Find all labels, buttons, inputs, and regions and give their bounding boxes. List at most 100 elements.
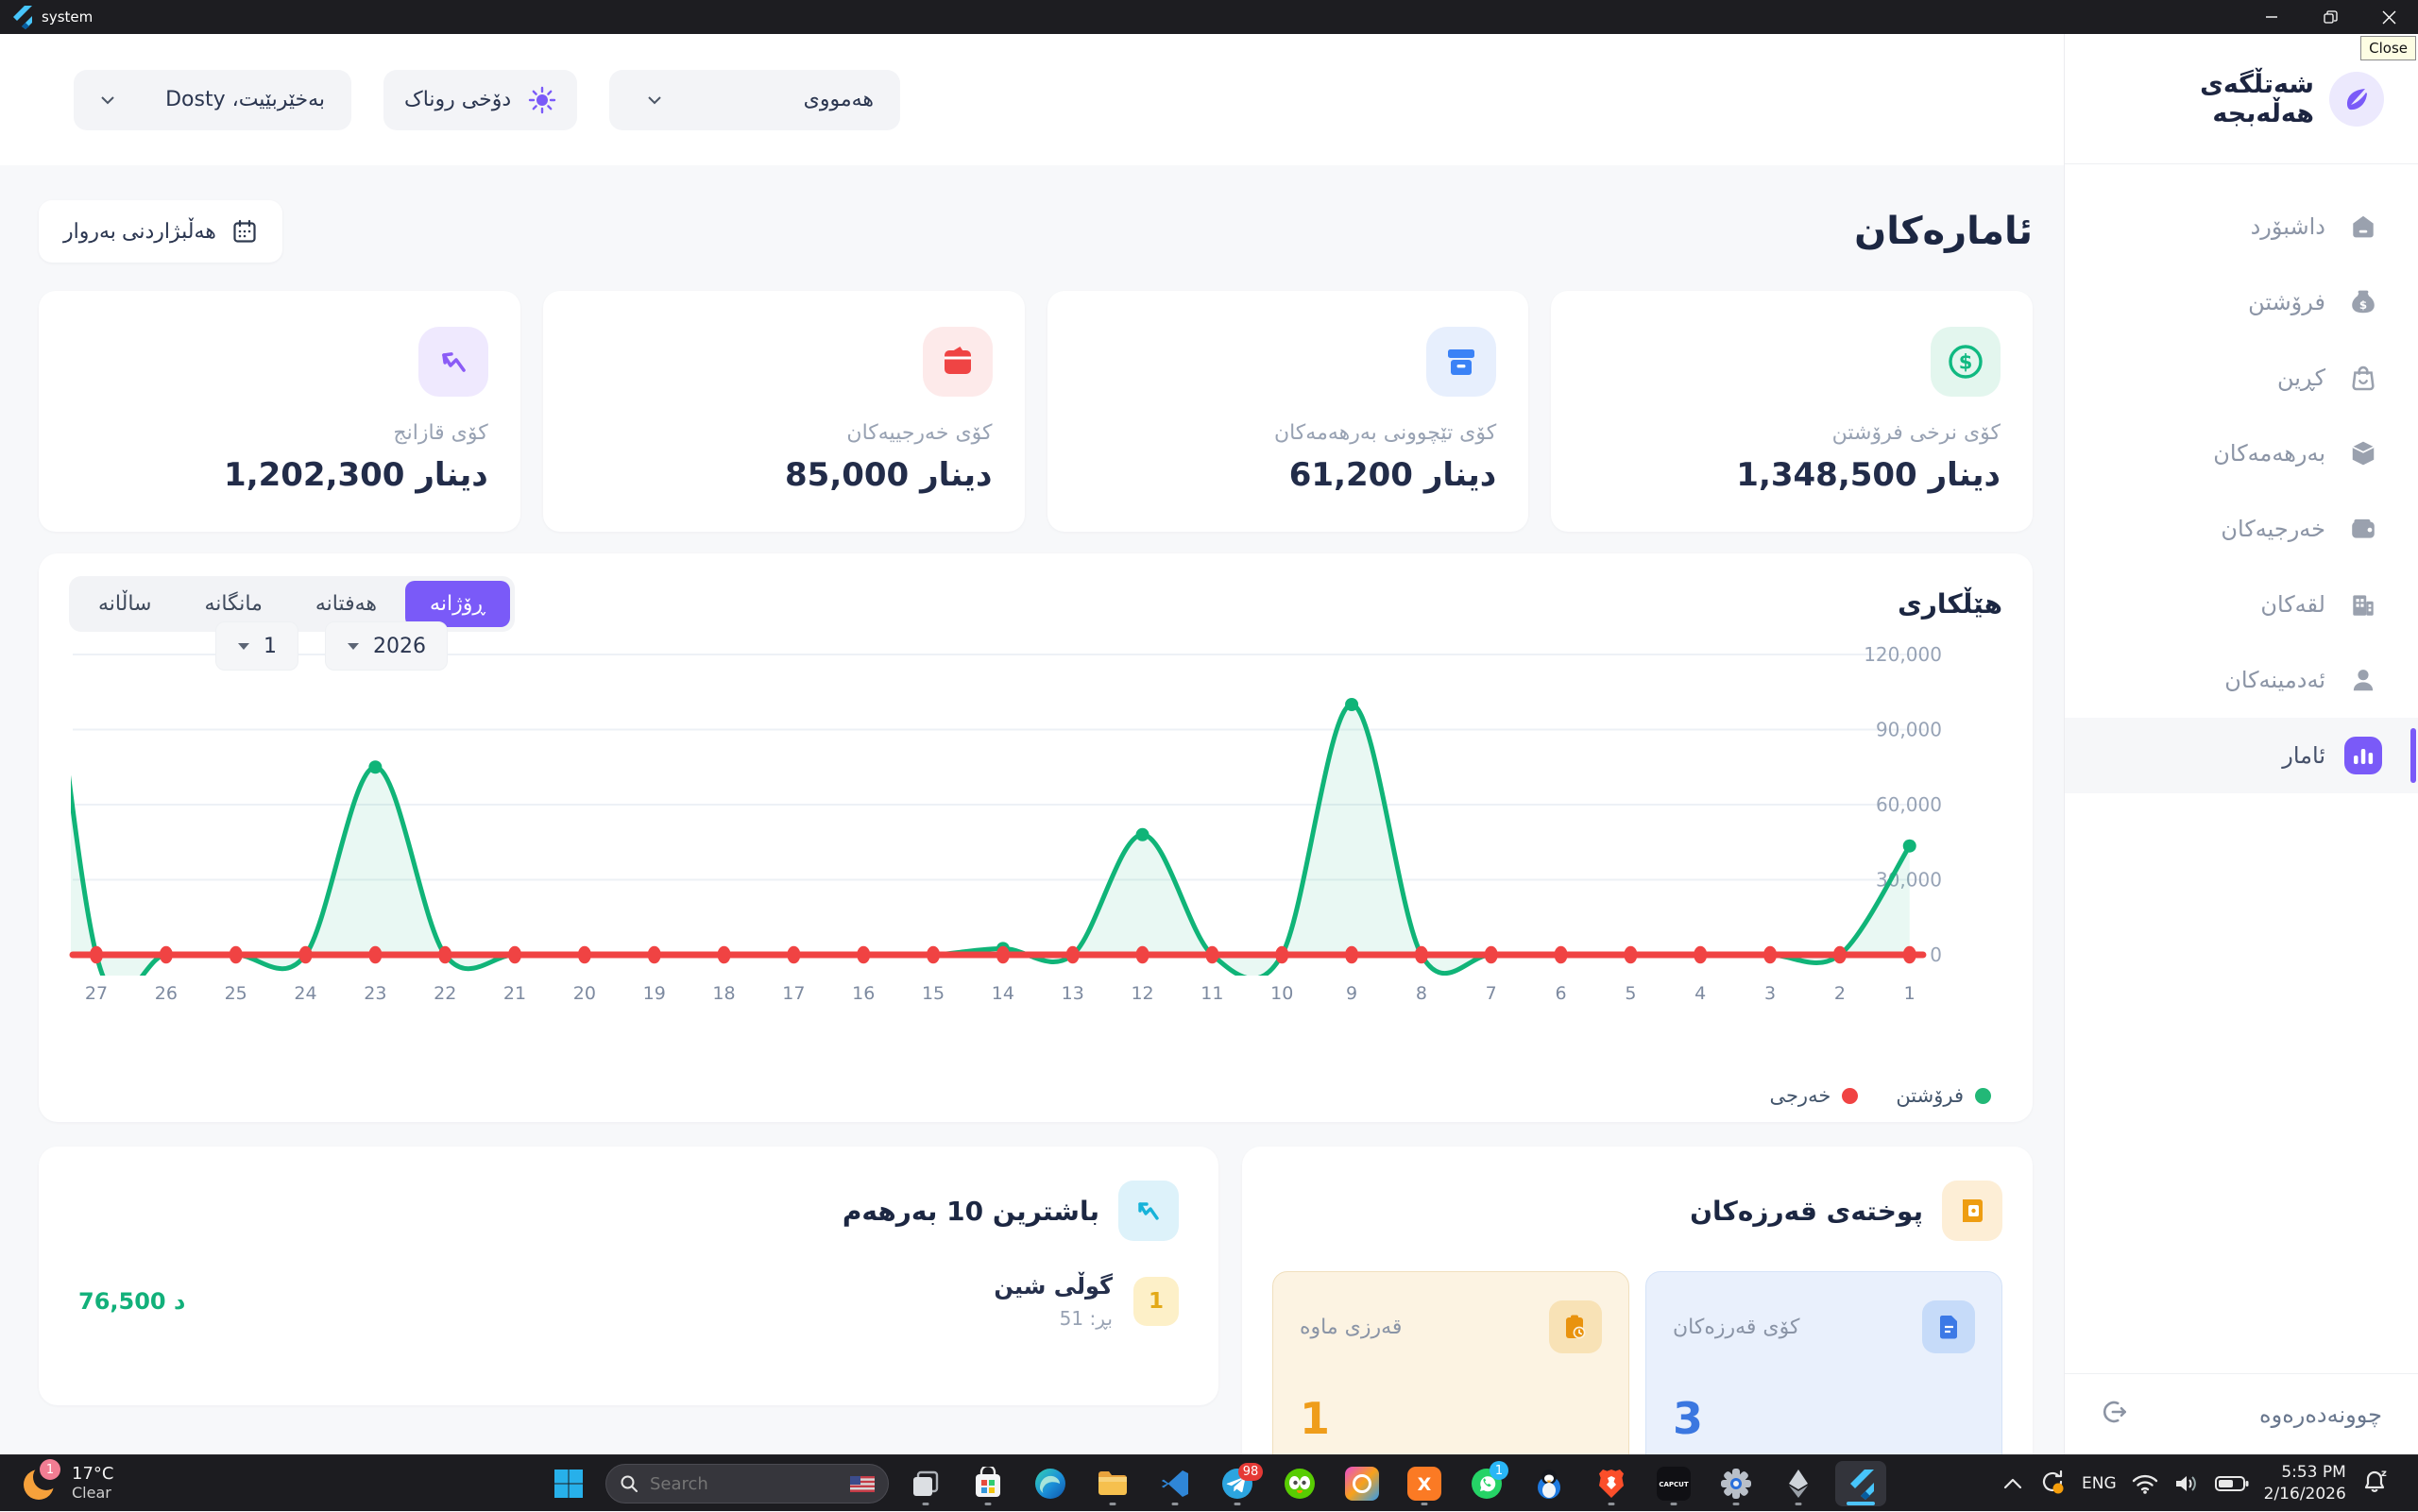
product-list-item[interactable]: 1 گوڵی شین بڕ: 51 76,500 د	[78, 1273, 1179, 1330]
edge-browser-icon[interactable]	[1025, 1461, 1076, 1506]
sun-icon	[528, 86, 556, 114]
sidebar-item-dashboard[interactable]: داشبۆرد	[2065, 189, 2418, 264]
tray-expand-icon[interactable]	[2002, 1477, 2023, 1490]
sidebar-item-branches[interactable]: لقەکان	[2065, 567, 2418, 642]
flutter-app-icon[interactable]	[1835, 1461, 1886, 1506]
sidebar-item-purchases[interactable]: کڕین	[2065, 340, 2418, 416]
month-select[interactable]: 1	[215, 621, 298, 671]
building-icon	[2344, 586, 2382, 623]
sidebar-item-label: لقەکان	[2260, 591, 2325, 618]
duolingo-icon[interactable]	[1274, 1461, 1325, 1506]
penguin-app-icon[interactable]	[1524, 1461, 1575, 1506]
stat-card-total-sales: $ کۆی نرخی فرۆشتن 1,348,500 دینار	[1551, 291, 2033, 532]
sidebar-item-label: بەرهەمەکان	[2213, 440, 2325, 467]
legend-label: خەرجی	[1769, 1084, 1831, 1107]
scope-select-value: هەمووی	[804, 88, 874, 111]
search-input[interactable]	[650, 1474, 829, 1494]
chart-legend: فرۆشتن خەرجی	[1769, 1084, 1991, 1107]
year-select-value: 2026	[373, 635, 426, 658]
notification-bell-icon[interactable]: z	[2361, 1469, 2388, 1499]
trend-up-icon	[418, 327, 488, 397]
xampp-icon[interactable]: X	[1399, 1461, 1450, 1506]
clock[interactable]: 5:53 PM 2/16/2026	[2264, 1462, 2346, 1505]
stat-value: 1,348,500 دینار	[1583, 456, 2001, 494]
svg-text:12: 12	[1131, 983, 1153, 1004]
top-header: بەخێربێیت، Dosty دۆخی روناک هەمووی	[0, 34, 2064, 165]
date-picker-label: هەڵبژاردنی بەروار	[63, 219, 216, 244]
sidebar-item-admins[interactable]: ئەدمینەکان	[2065, 642, 2418, 718]
task-view-icon[interactable]	[900, 1461, 951, 1506]
minimize-button[interactable]	[2242, 0, 2301, 34]
adobe-creative-cloud-icon[interactable]	[1337, 1461, 1388, 1506]
svg-text:8: 8	[1416, 983, 1427, 1004]
theme-toggle-button[interactable]: دۆخی روناک	[383, 70, 577, 130]
sidebar-item-products[interactable]: بەرهەمەکان	[2065, 416, 2418, 491]
top-products-icon	[1118, 1181, 1179, 1241]
svg-text:26: 26	[155, 983, 178, 1004]
clipboard-clock-icon	[1549, 1300, 1602, 1353]
sidebar-item-expenses[interactable]: خەرجیەکان	[2065, 491, 2418, 567]
update-sync-icon[interactable]	[2038, 1468, 2067, 1500]
close-button[interactable]	[2359, 0, 2418, 34]
stat-label: کۆی خەرجییەکان	[575, 421, 993, 445]
total-debts-card: کۆی قەرزەکان 3	[1645, 1271, 2002, 1454]
svg-text:0: 0	[1930, 943, 1942, 966]
svg-text:22: 22	[434, 983, 456, 1004]
tab-yearly[interactable]: ساڵانە	[74, 581, 176, 627]
svg-text:23: 23	[364, 983, 386, 1004]
start-button[interactable]	[543, 1461, 594, 1506]
svg-text:CAPCUT: CAPCUT	[1659, 1481, 1689, 1488]
active-item-indicator	[2410, 728, 2416, 783]
brand-leaf-icon	[2329, 72, 2384, 127]
weather-condition: Clear	[72, 1484, 113, 1502]
sidebar-item-sales[interactable]: $ فرۆشتن	[2065, 264, 2418, 340]
product-name: گوڵی شین	[994, 1273, 1113, 1300]
battery-icon[interactable]	[2215, 1474, 2249, 1493]
sidebar-item-label: ئەدمینەکان	[2224, 667, 2325, 693]
date-picker-button[interactable]: هەڵبژاردنی بەروار	[39, 200, 282, 263]
top-products-card: باشترین 10 بەرهەم 1 گوڵی شین بڕ: 51 76,5…	[39, 1147, 1218, 1405]
telegram-icon[interactable]: 98	[1212, 1461, 1263, 1506]
svg-text:3: 3	[1764, 983, 1776, 1004]
svg-text:27: 27	[85, 983, 108, 1004]
taskbar-search[interactable]	[605, 1464, 889, 1504]
window-titlebar: system Close	[0, 0, 2418, 34]
svg-text:6: 6	[1556, 983, 1567, 1004]
tab-daily[interactable]: ڕۆژانە	[405, 581, 510, 627]
whatsapp-icon[interactable]: 1	[1461, 1461, 1512, 1506]
chart-title: هێڵکاری	[1898, 588, 2002, 620]
stat-value: 85,000 دینار	[575, 456, 993, 494]
stat-label: کۆی قازانج	[71, 421, 488, 445]
month-select-value: 1	[264, 635, 277, 658]
user-menu-dropdown[interactable]: بەخێربێیت، Dosty	[74, 70, 351, 130]
theme-toggle-label: دۆخی روناک	[404, 88, 511, 111]
vscode-icon[interactable]	[1149, 1461, 1200, 1506]
page-title: ئامارەکان	[1854, 210, 2033, 253]
restore-button[interactable]	[2301, 0, 2359, 34]
windows-taskbar: 1 17°C Clear 98 X 1 CAPCUT	[0, 1454, 2418, 1511]
file-explorer-icon[interactable]	[1087, 1461, 1138, 1506]
dropdown-arrow-icon	[237, 642, 250, 651]
language-indicator[interactable]: ENG	[2082, 1474, 2117, 1493]
tab-weekly[interactable]: هەفتانە	[291, 581, 401, 627]
sidebar-item-statistics[interactable]: ئامار	[2065, 718, 2418, 793]
rank-badge: 1	[1133, 1277, 1179, 1326]
chart-card: هێڵکاری ڕۆژانە هەفتانە مانگانە ساڵانە 1 …	[39, 553, 2033, 1122]
scope-select-dropdown[interactable]: هەمووی	[609, 70, 900, 130]
wifi-icon[interactable]	[2132, 1473, 2158, 1494]
capcut-icon[interactable]: CAPCUT	[1648, 1461, 1699, 1506]
weather-widget[interactable]: 1 17°C Clear	[17, 1461, 113, 1504]
volume-icon[interactable]	[2173, 1472, 2200, 1495]
tab-monthly[interactable]: مانگانە	[179, 581, 286, 627]
settings-gear-icon[interactable]	[1711, 1461, 1762, 1506]
svg-text:10: 10	[1270, 983, 1293, 1004]
brave-browser-icon[interactable]	[1586, 1461, 1637, 1506]
stat-label: کۆی تێچوونی بەرهەمەکان	[1080, 421, 1497, 445]
svg-text:7: 7	[1486, 983, 1497, 1004]
year-select[interactable]: 2026	[325, 621, 448, 671]
svg-text:15: 15	[922, 983, 945, 1004]
microsoft-store-icon[interactable]	[962, 1461, 1013, 1506]
svg-text:1: 1	[1904, 983, 1916, 1004]
logout-button[interactable]: چوونەدەرەوە	[2065, 1373, 2418, 1454]
ethereum-icon[interactable]	[1773, 1461, 1824, 1506]
